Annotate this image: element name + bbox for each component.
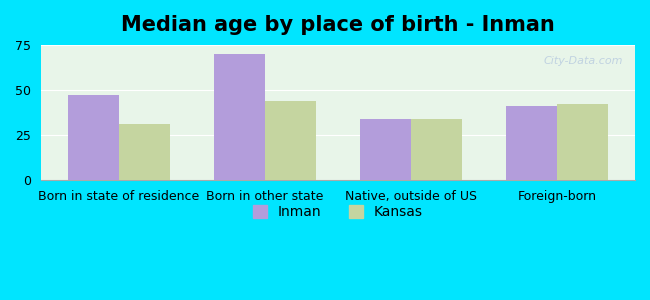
Bar	[557, 104, 608, 180]
Bar	[411, 119, 462, 180]
Bar	[214, 54, 265, 180]
Text: City-Data.com: City-Data.com	[543, 56, 623, 66]
Legend: Inman, Kansas: Inman, Kansas	[247, 200, 428, 225]
Bar	[119, 124, 170, 180]
Bar	[68, 95, 119, 180]
Title: Median age by place of birth - Inman: Median age by place of birth - Inman	[121, 15, 554, 35]
Bar	[506, 106, 557, 180]
Bar	[359, 119, 411, 180]
Bar	[265, 101, 316, 180]
